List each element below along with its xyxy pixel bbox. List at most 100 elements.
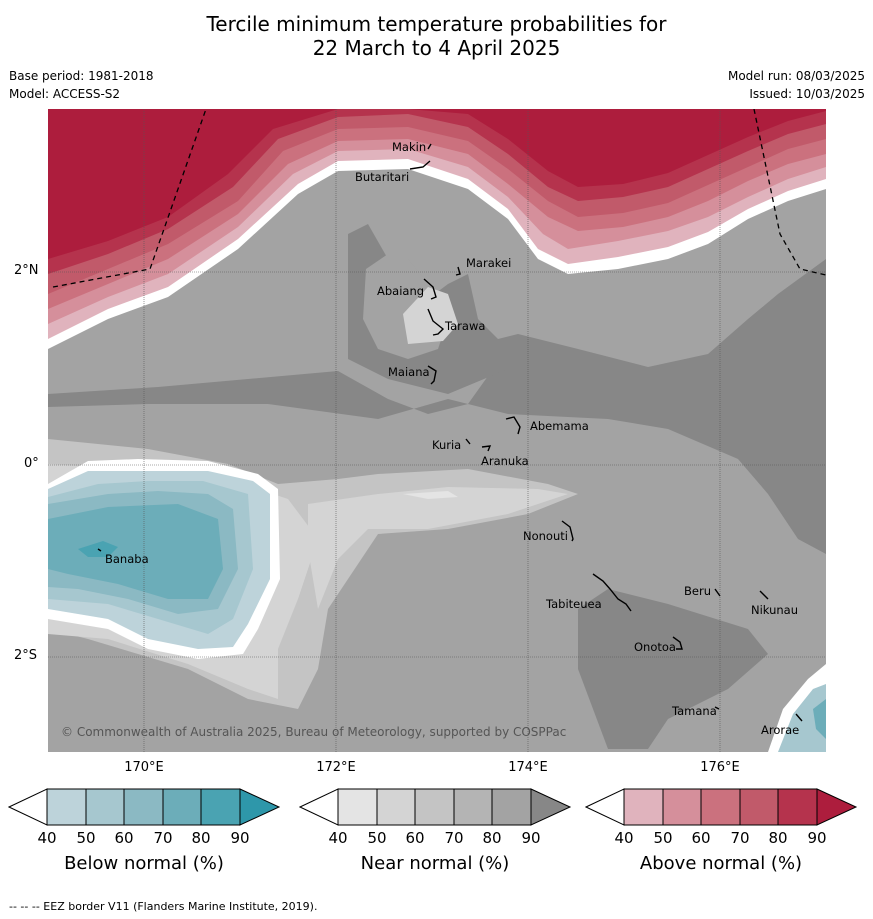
island-abaiang-shape xyxy=(423,278,437,300)
island-maiana-shape xyxy=(427,365,437,385)
eez-border-east xyxy=(753,109,826,276)
near-normal-90-region-south xyxy=(578,589,768,749)
below-normal-70-region xyxy=(48,504,223,599)
label-butaritari: Butaritari xyxy=(355,170,409,184)
island-marakei-shape xyxy=(455,266,461,276)
meta-left: Base period: 1981-2018 Model: ACCESS-S2 xyxy=(9,67,154,103)
colorbar-above-bin-40 xyxy=(623,788,664,826)
island-aranuka-shape xyxy=(481,445,492,452)
above-normal-title: Above normal (%) xyxy=(639,853,803,874)
below-tick-70: 70 xyxy=(153,829,173,847)
island-banaba-shape xyxy=(97,548,102,552)
label-banaba: Banaba xyxy=(105,552,149,566)
colorbar-below-bin-40 xyxy=(46,788,87,826)
lon-label-174e: 174°E xyxy=(508,760,548,775)
label-nikunau: Nikunau xyxy=(751,603,798,617)
model-name: Model: ACCESS-S2 xyxy=(9,87,121,101)
chart-title: Tercile minimum temperature probabilitie… xyxy=(0,12,873,60)
island-onotoa-shape xyxy=(672,636,683,650)
above-tick-50: 50 xyxy=(653,829,673,847)
forecast-map: Makin Butaritari Marakei Abaiang Tarawa … xyxy=(48,109,826,752)
island-abemama-shape xyxy=(505,416,521,435)
island-outlines xyxy=(97,143,803,722)
eez-border xyxy=(52,109,826,288)
above-tick-80: 80 xyxy=(768,829,788,847)
above-tick-60: 60 xyxy=(691,829,711,847)
label-beru: Beru xyxy=(684,584,711,598)
below-tick-50: 50 xyxy=(76,829,96,847)
colorbar-near-high-extend xyxy=(530,788,572,826)
label-tamana: Tamana xyxy=(671,704,717,718)
colorbar-above-bin-70 xyxy=(739,788,779,826)
label-tabiteuea: Tabiteuea xyxy=(545,597,602,611)
colorbar-above-bin-50 xyxy=(662,788,702,826)
label-aranuka: Aranuka xyxy=(481,454,529,468)
label-kuria: Kuria xyxy=(432,438,461,452)
near-tick-50: 50 xyxy=(367,829,387,847)
eez-footnote: -- -- -- EEZ border V11 (Flanders Marine… xyxy=(9,900,318,913)
label-tarawa: Tarawa xyxy=(444,319,485,333)
colorbar-above-normal xyxy=(585,788,858,826)
label-arorae: Arorae xyxy=(761,723,799,737)
copyright-notice: © Commonwealth of Australia 2025, Bureau… xyxy=(61,725,566,739)
colorbar-below-bin-60 xyxy=(123,788,164,826)
colorbar-above-bin-80 xyxy=(777,788,818,826)
near-tick-90: 90 xyxy=(521,829,541,847)
lon-label-170e: 170°E xyxy=(124,760,164,775)
title-line-1: Tercile minimum temperature probabilitie… xyxy=(206,12,667,36)
colorbar-near-bin-60 xyxy=(414,788,455,826)
near-normal-title: Near normal (%) xyxy=(360,853,510,874)
label-nonouti: Nonouti xyxy=(523,529,568,543)
below-tick-40: 40 xyxy=(37,829,57,847)
label-makin: Makin xyxy=(392,140,426,154)
colorbar-above-high-extend xyxy=(816,788,858,826)
colorbar-near-low-extend xyxy=(299,788,339,826)
near-normal-90-region xyxy=(48,259,826,554)
below-tick-90: 90 xyxy=(230,829,250,847)
lat-label-2s: 2°S xyxy=(14,648,38,663)
colorbar-below-low-extend xyxy=(8,788,48,826)
below-normal-arorae-core xyxy=(813,699,826,739)
near-normal-40-spot xyxy=(403,491,458,499)
island-butaritari-shape xyxy=(409,160,431,170)
below-normal-title: Below normal (%) xyxy=(64,853,224,874)
title-line-2: 22 March to 4 April 2025 xyxy=(312,36,561,60)
above-tick-90: 90 xyxy=(807,829,827,847)
colorbar-near-bin-70 xyxy=(453,788,493,826)
colorbar-near-bin-50 xyxy=(376,788,416,826)
label-onotoa: Onotoa xyxy=(634,640,676,654)
island-tamana-shape xyxy=(714,706,720,710)
meta-right: Model run: 08/03/2025 Issued: 10/03/2025 xyxy=(728,67,865,103)
near-tick-40: 40 xyxy=(328,829,348,847)
below-tick-80: 80 xyxy=(191,829,211,847)
near-tick-80: 80 xyxy=(482,829,502,847)
graticule xyxy=(48,109,826,752)
island-tarawa-shape xyxy=(427,308,445,336)
above-normal-90-region xyxy=(48,109,826,259)
colorbar-near-normal xyxy=(299,788,572,826)
island-tabiteuea-shape xyxy=(592,573,632,612)
island-nonouti-shape xyxy=(561,520,574,542)
issued-date: Issued: 10/03/2025 xyxy=(749,87,865,101)
island-labels: Makin Butaritari Marakei Abaiang Tarawa … xyxy=(105,140,799,737)
colorbar-near-bin-80 xyxy=(491,788,532,826)
colorbar-above-bin-60 xyxy=(700,788,741,826)
island-beru-shape xyxy=(714,588,721,597)
colorbar-below-high-extend xyxy=(239,788,281,826)
above-tick-70: 70 xyxy=(730,829,750,847)
island-nikunau-shape xyxy=(759,590,769,600)
model-run: Model run: 08/03/2025 xyxy=(727,69,865,83)
colorbar-below-bin-50 xyxy=(85,788,125,826)
near-tick-70: 70 xyxy=(444,829,464,847)
island-arorae-shape xyxy=(795,713,803,722)
colorbar-near-bin-40 xyxy=(337,788,378,826)
near-normal-50-band xyxy=(308,487,568,609)
island-kuria-shape xyxy=(465,438,471,445)
below-normal-arorae-region xyxy=(778,684,826,752)
lon-label-176e: 176°E xyxy=(700,760,740,775)
lon-label-172e: 172°E xyxy=(316,760,356,775)
base-period: Base period: 1981-2018 xyxy=(9,69,154,83)
label-abaiang: Abaiang xyxy=(377,284,424,298)
colorbar-below-normal xyxy=(8,788,281,826)
island-makin-shape xyxy=(427,143,432,150)
